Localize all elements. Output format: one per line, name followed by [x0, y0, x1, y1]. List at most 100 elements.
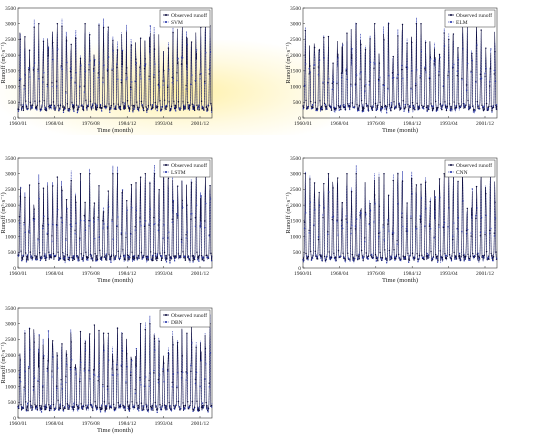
predicted-point — [469, 106, 471, 109]
observed-point — [119, 108, 122, 111]
observed-point — [28, 184, 31, 186]
y-tick-label: 1000 — [5, 234, 16, 240]
predicted-point — [62, 111, 65, 113]
predicted-point — [440, 107, 442, 109]
predicted-point — [320, 108, 322, 110]
predicted-point — [89, 219, 91, 222]
predicted-point — [163, 80, 165, 82]
observed-point — [417, 107, 419, 109]
observed-point — [94, 253, 96, 255]
predicted-point — [139, 74, 141, 76]
predicted-point — [113, 410, 116, 412]
observed-point — [323, 182, 325, 185]
predicted-point — [111, 220, 113, 223]
predicted-point — [442, 85, 444, 87]
observed-point — [92, 217, 95, 219]
predicted-point — [182, 371, 184, 373]
predicted-point — [206, 256, 208, 259]
observed-point — [316, 258, 319, 260]
observed-point — [198, 409, 200, 412]
predicted-point — [21, 406, 23, 408]
observed-point — [181, 199, 184, 202]
predicted-point — [428, 76, 431, 79]
observed-point — [208, 73, 211, 75]
predicted-point — [72, 104, 74, 106]
observed-point — [310, 100, 312, 103]
predicted-point — [96, 259, 98, 262]
observed-point — [109, 108, 111, 111]
predicted-point — [148, 385, 150, 387]
observed-point — [112, 39, 114, 42]
observed-point — [125, 382, 127, 384]
observed-point — [176, 341, 179, 344]
observed-point — [184, 404, 187, 407]
predicted-point — [478, 108, 480, 110]
legend-label: DBN — [171, 320, 183, 326]
predicted-point — [117, 216, 119, 218]
observed-point — [94, 400, 96, 403]
predicted-point — [50, 404, 52, 407]
observed-point — [126, 100, 129, 102]
predicted-point — [479, 78, 482, 80]
observed-point — [458, 105, 461, 107]
predicted-point — [114, 105, 117, 107]
observed-point — [102, 26, 105, 29]
observed-point — [337, 104, 340, 107]
observed-point — [488, 229, 491, 232]
predicted-point — [150, 409, 153, 411]
predicted-point — [342, 44, 344, 46]
observed-point — [378, 62, 381, 64]
observed-point — [360, 249, 363, 252]
predicted-point — [177, 372, 179, 374]
predicted-point — [133, 108, 135, 110]
predicted-point — [84, 70, 87, 72]
observed-point — [450, 106, 452, 108]
observed-point — [148, 379, 150, 382]
observed-point — [48, 409, 51, 412]
predicted-point — [335, 260, 337, 262]
observed-point — [180, 370, 183, 373]
predicted-point — [458, 252, 461, 254]
predicted-point — [208, 386, 210, 388]
predicted-point — [411, 70, 413, 72]
y-tick-label: 500 — [8, 100, 17, 106]
observed-point — [383, 39, 385, 41]
observed-point — [391, 72, 394, 74]
observed-point — [350, 57, 353, 59]
observed-point — [194, 216, 197, 219]
observed-point — [317, 66, 320, 68]
predicted-point — [84, 349, 87, 351]
observed-point — [489, 67, 492, 69]
predicted-point — [443, 45, 446, 47]
observed-point — [143, 254, 145, 257]
observed-point — [196, 104, 198, 107]
observed-point — [28, 68, 30, 71]
observed-point — [92, 260, 94, 262]
observed-point — [426, 254, 428, 257]
observed-point — [403, 256, 405, 258]
predicted-point — [130, 371, 132, 373]
observed-point — [427, 257, 429, 259]
predicted-point — [198, 260, 200, 262]
observed-point — [394, 257, 397, 260]
predicted-point — [198, 105, 200, 107]
predicted-point — [23, 224, 25, 226]
predicted-point — [397, 203, 399, 205]
observed-point — [374, 23, 376, 25]
predicted-point — [145, 63, 147, 65]
observed-point — [60, 65, 62, 67]
predicted-point — [185, 237, 187, 239]
observed-point — [25, 259, 28, 261]
predicted-point — [367, 258, 369, 260]
observed-point — [29, 251, 32, 253]
predicted-point — [140, 384, 142, 386]
observed-point — [359, 214, 361, 216]
predicted-point — [173, 106, 176, 109]
observed-point — [425, 106, 428, 109]
observed-point — [42, 40, 45, 43]
observed-point — [322, 216, 324, 219]
observed-point — [443, 32, 445, 34]
predicted-point — [58, 409, 60, 411]
observed-point — [323, 102, 326, 105]
predicted-point — [303, 227, 306, 230]
